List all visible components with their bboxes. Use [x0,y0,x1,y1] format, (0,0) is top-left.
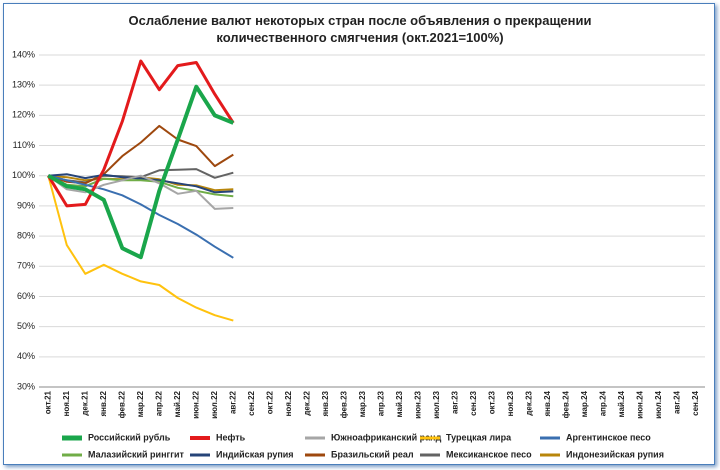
y-tick-label: 140% [12,49,35,59]
x-tick-label: май.24 [617,390,626,417]
y-tick-label: 130% [12,80,35,90]
x-tick-label: сен.22 [247,390,256,415]
series-line [47,59,235,208]
x-tick-label: фев.23 [339,390,348,418]
y-tick-label: 40% [17,351,35,361]
x-tick-label: май.22 [173,390,182,417]
x-tick-label: янв.23 [321,390,330,416]
x-tick-label: июн.24 [635,390,644,418]
x-tick-label: апр.23 [376,390,385,416]
x-tick-label: мар.24 [580,390,589,417]
x-tick-label: фев.24 [561,390,570,418]
y-tick-label: 100% [12,170,35,180]
legend-label: Бразильский реал [331,449,414,459]
series-line [47,84,235,260]
series-line [47,174,234,198]
x-tick-label: дек.22 [302,390,311,415]
series-line [47,175,234,322]
y-tick-label: 50% [17,321,35,331]
y-tick-label: 110% [13,140,35,150]
x-tick-label: мар.22 [136,390,145,417]
x-tick-label: фев.22 [117,390,126,418]
legend-label: Аргентинское песо [566,432,651,442]
legend-label: Южноафриканский ранд [331,432,442,442]
y-tick-label: 70% [17,261,35,271]
x-tick-label: дек.21 [80,390,89,415]
x-tick-label: июн.23 [413,390,422,418]
x-tick-label: окт.22 [265,390,274,414]
legend-label: Мексиканское песо [446,449,532,459]
y-tick-label: 60% [17,291,35,301]
legend-label: Нефть [216,432,246,442]
x-tick-label: апр.24 [598,390,607,416]
y-tick-label: 120% [12,110,35,120]
legend-label: Индонезийская рупия [566,449,664,459]
series-line [48,174,234,259]
y-tick-label: 30% [17,381,35,391]
y-tick-label: 80% [17,230,35,240]
x-tick-label: ноя.21 [62,390,71,416]
x-tick-label: дек.23 [524,390,533,415]
x-tick-label: апр.22 [154,390,163,416]
x-tick-label: мар.23 [358,390,367,417]
legend-label: Российский рубль [88,432,171,442]
x-tick-label: авг.23 [450,390,459,414]
x-tick-label: янв.22 [99,390,108,416]
series-line [48,173,234,194]
chart-title: Ослабление валют некоторых стран после о… [128,13,592,45]
legend-label: Турецкая лира [446,432,512,442]
x-tick-label: ноя.23 [506,390,515,416]
series-line [48,168,234,184]
x-tick-label: сен.24 [691,390,700,415]
x-tick-label: авг.24 [672,390,681,414]
legend-label: Индийская рупия [216,449,294,459]
x-tick-label: янв.24 [543,390,552,416]
x-tick-label: май.23 [395,390,404,417]
x-tick-label: июл.24 [654,390,663,418]
x-tick-label: июн.22 [191,390,200,418]
x-tick-label: окт.23 [487,390,496,414]
x-tick-label: сен.23 [469,390,478,415]
series-line [47,174,234,210]
chart-frame [3,3,715,465]
y-tick-label: 90% [17,200,35,210]
x-tick-label: июл.23 [432,390,441,418]
x-tick-label: окт.21 [43,390,52,414]
series-line [47,124,234,185]
x-tick-label: июл.22 [210,390,219,418]
x-tick-label: ноя.22 [284,390,293,416]
legend-label: Малазийский ринггит [88,449,185,459]
x-tick-label: авг.22 [228,390,237,414]
